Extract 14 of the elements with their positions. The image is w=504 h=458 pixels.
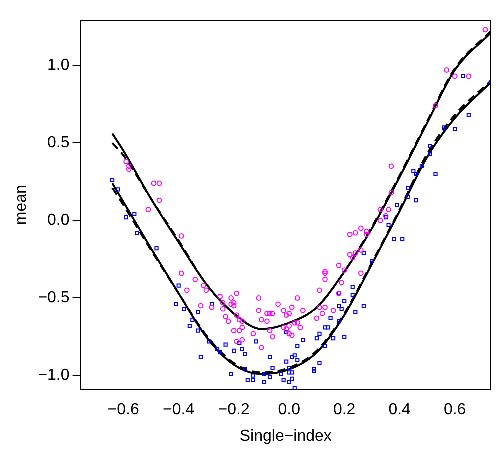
y-tick-label: −1.0 xyxy=(38,367,70,384)
y-tick-label: 0.0 xyxy=(48,212,70,230)
x-tick-label: 0.2 xyxy=(333,402,356,419)
x-tick-label: 0.6 xyxy=(444,402,466,419)
y-tick-label: −0.5 xyxy=(38,290,70,307)
x-tick-label: −0.4 xyxy=(163,402,195,419)
x-tick-label: −0.2 xyxy=(218,402,250,419)
x-tick-label: 0.4 xyxy=(388,402,412,419)
y-tick-label: 0.5 xyxy=(48,134,70,152)
x-axis-title: Single−index xyxy=(240,428,332,445)
x-tick-label: −0.6 xyxy=(108,402,140,419)
x-tick-label: 0.0 xyxy=(278,402,301,419)
y-tick-label: 1.0 xyxy=(48,56,70,74)
y-axis-title: mean xyxy=(13,185,30,226)
